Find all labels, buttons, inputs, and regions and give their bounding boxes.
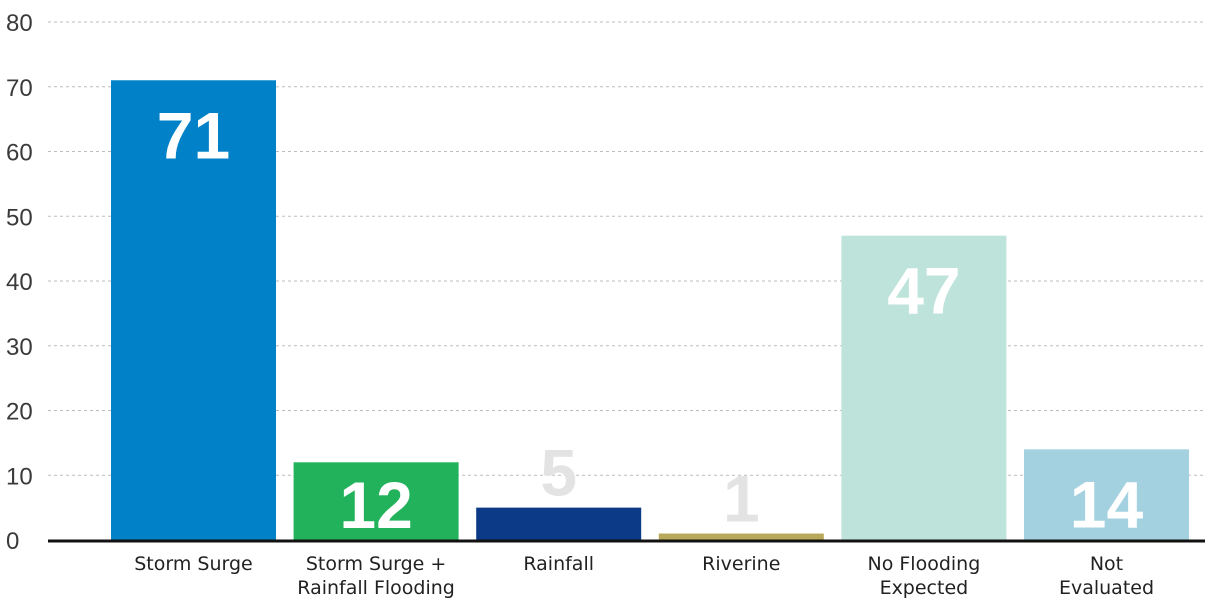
y-axis: 0 10 20 30 40 50 60 70 80 (6, 10, 33, 555)
bar (476, 507, 642, 540)
bars (111, 80, 1189, 541)
data-label: 5 (540, 436, 577, 510)
data-label: 1 (723, 462, 760, 536)
category-label: Rainfall (523, 553, 594, 575)
y-tick-label: 80 (6, 10, 33, 37)
data-label: 71 (157, 98, 230, 172)
data-label: 12 (339, 468, 412, 542)
y-tick-label: 40 (6, 269, 33, 296)
category-label: Expected (880, 577, 969, 599)
data-label: 14 (1070, 467, 1144, 541)
category-label: Rainfall Flooding (297, 577, 455, 599)
y-tick-label: 70 (6, 75, 33, 102)
y-tick-label: 30 (6, 334, 33, 361)
data-label: 47 (887, 254, 960, 328)
bar (1024, 449, 1189, 540)
category-label: Storm Surge + (306, 553, 446, 575)
x-axis: Storm Surge Storm Surge +Rainfall Floodin… (134, 553, 1154, 599)
y-tick-label: 0 (6, 528, 19, 555)
bar (658, 533, 824, 540)
y-tick-label: 50 (6, 204, 33, 231)
category-label: No Flooding (868, 553, 981, 575)
category-label: Not (1090, 553, 1123, 575)
category-label: Storm Surge (134, 553, 253, 575)
y-tick-label: 20 (6, 399, 33, 426)
y-tick-label: 60 (6, 140, 33, 167)
data-labels: 71 12 5 1 47 14 (157, 98, 1144, 542)
bar (111, 80, 276, 541)
category-label: Evaluated (1059, 577, 1154, 599)
y-tick-label: 10 (6, 463, 33, 490)
bar (841, 235, 1007, 541)
category-label: Riverine (702, 553, 780, 575)
bar (293, 462, 459, 540)
